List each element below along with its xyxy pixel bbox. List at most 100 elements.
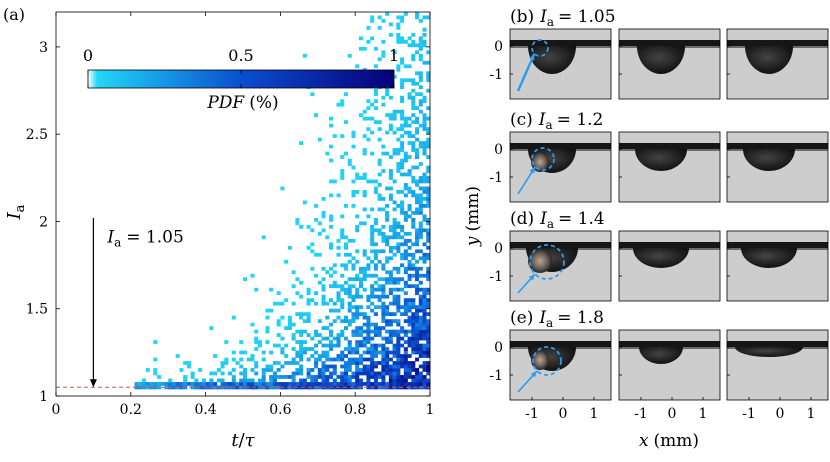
heatmap-cell xyxy=(175,382,180,386)
image-y-label-var: y xyxy=(463,236,483,247)
heatmap-cell xyxy=(377,137,382,142)
image-frame xyxy=(509,230,612,302)
heatmap-cell xyxy=(381,371,386,376)
heatmap-cell xyxy=(343,204,349,208)
heatmap-cell xyxy=(370,375,375,379)
heatmap-cell xyxy=(400,364,405,369)
heatmap-cell xyxy=(403,357,408,362)
heatmap-cell xyxy=(347,382,352,386)
image-panel-title: (c) Ia = 1.2 xyxy=(510,110,603,132)
heatmap-cell xyxy=(400,329,405,334)
heatmap-cell xyxy=(362,336,367,341)
heatmap-cell xyxy=(392,217,397,222)
heatmap-cell xyxy=(381,266,386,271)
heatmap-cell xyxy=(261,350,266,355)
heatmap-cell xyxy=(411,148,416,152)
heatmap-cell xyxy=(392,343,397,348)
heatmap-cell xyxy=(426,137,431,142)
heatmap-cell xyxy=(370,368,375,372)
heatmap-cell xyxy=(418,256,423,261)
heatmap-cell xyxy=(276,368,281,372)
heatmap-cell xyxy=(370,207,375,212)
plot-frame xyxy=(55,11,431,397)
heatmap-cell xyxy=(396,270,401,275)
heatmap-cell xyxy=(381,305,386,310)
heatmap-cell xyxy=(385,280,390,285)
highlight-circle xyxy=(532,346,562,376)
heatmap-cell xyxy=(347,53,352,58)
heatmap-cell xyxy=(415,238,420,243)
heatmap-cell xyxy=(351,350,356,355)
image-frame xyxy=(618,131,721,203)
heatmap-cell xyxy=(381,361,386,365)
heatmap-cell xyxy=(261,357,266,362)
heatmap-cell xyxy=(321,228,326,233)
heatmap-cell xyxy=(209,371,214,376)
heatmap-cell xyxy=(422,333,427,337)
image-frame xyxy=(509,131,612,203)
heatmap-cell xyxy=(336,102,341,107)
heatmap-cell xyxy=(396,39,401,44)
heatmap-cell xyxy=(362,252,367,257)
heatmap-cell xyxy=(411,340,416,344)
heatmap-cell xyxy=(366,326,371,330)
heatmap-cell xyxy=(370,102,375,107)
heatmap-cell xyxy=(366,368,371,372)
droplet xyxy=(745,46,793,74)
heatmap-cell xyxy=(358,326,363,330)
heatmap-cell xyxy=(276,322,281,327)
heatmap-cell xyxy=(381,357,386,362)
heatmap-cell xyxy=(291,378,296,383)
image-x-tick-label: -1 xyxy=(634,406,648,422)
heatmap-cell xyxy=(422,120,427,125)
heatmap-cell xyxy=(343,378,349,383)
heatmap-cell xyxy=(426,312,431,317)
heatmap-cell xyxy=(381,315,386,320)
heatmap-cell xyxy=(276,385,281,390)
heatmap-cell xyxy=(422,298,427,303)
heatmap-cell xyxy=(310,382,315,386)
heatmap-cell xyxy=(418,266,423,271)
heatmap-cell xyxy=(411,179,416,184)
heatmap-cell xyxy=(400,357,405,362)
heatmap-cell xyxy=(336,284,341,289)
heatmap-cell xyxy=(351,238,356,243)
heatmap-cell xyxy=(250,273,255,278)
heatmap-cell xyxy=(351,333,356,337)
heatmap-cell xyxy=(418,39,423,44)
heatmap-cell xyxy=(156,385,162,390)
highlight-arrow-head xyxy=(529,166,536,174)
heatmap-cell xyxy=(351,165,356,170)
heatmap-cell xyxy=(422,144,427,149)
heatmap-cell xyxy=(280,186,285,191)
heatmap-cell xyxy=(381,354,386,358)
heatmap-cell xyxy=(269,350,274,355)
heatmap-cell xyxy=(411,382,416,386)
heatmap-cell xyxy=(291,382,296,386)
image-x-label: x (mm) xyxy=(639,431,699,451)
heatmap-cell xyxy=(392,231,397,236)
heatmap-cell xyxy=(347,287,352,292)
heatmap-cell xyxy=(265,329,270,334)
heatmap-cell xyxy=(415,270,420,275)
heatmap-cell xyxy=(422,242,427,247)
heatmap-cell xyxy=(340,228,345,233)
heatmap-cell xyxy=(373,242,378,247)
heatmap-cell xyxy=(220,378,225,383)
heatmap-cell xyxy=(415,333,420,337)
heatmap-cell xyxy=(142,382,147,386)
heatmap-cell xyxy=(358,270,363,275)
heatmap-cell xyxy=(392,179,397,184)
heatmap-cell xyxy=(213,354,218,358)
heatmap-cell xyxy=(156,382,162,386)
heatmap-cell xyxy=(269,287,274,292)
heatmap-cell xyxy=(388,357,393,362)
highlight-circle xyxy=(531,147,555,171)
image-panel-value: = 1.8 xyxy=(557,308,604,328)
heatmap-cell xyxy=(370,364,375,369)
heatmap-cell xyxy=(246,378,251,383)
heatmap-cell xyxy=(306,368,311,372)
heatmap-cell xyxy=(377,193,382,198)
x-tick-label: 0.6 xyxy=(269,402,291,418)
heatmap-cell xyxy=(276,361,281,365)
